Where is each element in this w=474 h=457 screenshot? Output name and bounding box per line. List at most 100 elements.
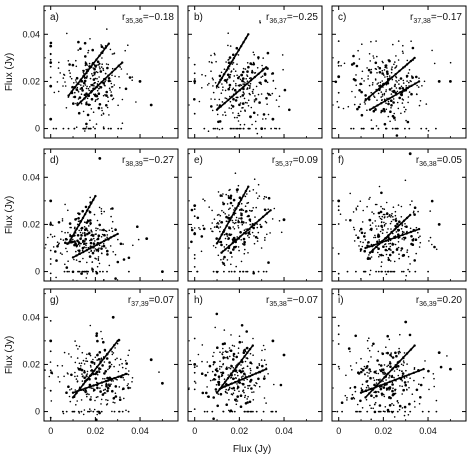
scatter-point bbox=[125, 367, 127, 370]
scatter-point bbox=[90, 410, 92, 412]
scatter-point bbox=[394, 61, 396, 63]
scatter-point bbox=[95, 370, 99, 374]
scatter-point bbox=[244, 402, 248, 405]
scatter-point bbox=[248, 400, 252, 404]
scatter-point bbox=[247, 234, 249, 237]
scatter-point bbox=[114, 347, 116, 349]
scatter-point bbox=[392, 98, 395, 100]
scatter-point bbox=[385, 346, 387, 349]
scatter-point bbox=[74, 234, 76, 237]
scatter-point bbox=[377, 247, 380, 250]
scatter-point bbox=[79, 231, 82, 234]
scatter-point bbox=[117, 370, 120, 373]
scatter-point bbox=[222, 211, 225, 214]
scatter-points bbox=[45, 157, 164, 281]
scatter-point bbox=[120, 68, 123, 70]
scatter-point bbox=[433, 245, 436, 249]
scatter-point bbox=[361, 43, 363, 45]
scatter-point bbox=[102, 228, 105, 232]
scatter-point bbox=[235, 216, 238, 219]
scatter-point bbox=[385, 89, 388, 91]
scatter-point-zero bbox=[236, 127, 239, 130]
scatter-point bbox=[257, 231, 260, 234]
scatter-point bbox=[214, 82, 217, 84]
scatter-point-zero bbox=[390, 270, 392, 273]
scatter-point-zero bbox=[255, 127, 257, 130]
scatter-point bbox=[263, 375, 266, 378]
scatter-point bbox=[101, 252, 103, 255]
scatter-point bbox=[393, 260, 396, 263]
fit-line bbox=[365, 228, 420, 249]
scatter-point bbox=[366, 367, 368, 370]
scatter-point bbox=[102, 94, 105, 97]
scatter-point bbox=[76, 357, 79, 359]
scatter-point bbox=[247, 105, 250, 107]
scatter-point bbox=[394, 67, 396, 69]
scatter-point bbox=[372, 109, 376, 113]
scatter-point bbox=[233, 222, 236, 225]
scatter-point bbox=[99, 387, 101, 389]
scatter-point bbox=[74, 226, 76, 229]
scatter-point bbox=[247, 387, 249, 390]
scatter-point bbox=[399, 351, 401, 354]
outlier-point bbox=[408, 152, 412, 156]
scatter-point bbox=[356, 205, 359, 207]
scatter-point-axis bbox=[193, 72, 196, 75]
scatter-point bbox=[100, 236, 103, 238]
scatter-point bbox=[246, 70, 249, 73]
scatter-point bbox=[406, 251, 408, 253]
scatter-point bbox=[419, 235, 421, 237]
scatter-point bbox=[218, 381, 220, 384]
scatter-point bbox=[410, 92, 413, 96]
correlation-label: r37,38=−0.17 bbox=[410, 12, 462, 25]
scatter-point bbox=[369, 196, 371, 199]
scatter-point bbox=[228, 409, 230, 412]
scatter-point bbox=[383, 74, 385, 76]
scatter-point bbox=[228, 86, 231, 89]
scatter-point bbox=[56, 81, 59, 83]
scatter-point bbox=[255, 192, 258, 194]
scatter-point-zero bbox=[94, 127, 96, 130]
scatter-point-zero bbox=[203, 410, 206, 413]
scatter-point bbox=[349, 350, 351, 353]
scatter-point bbox=[393, 85, 396, 87]
scatter-point bbox=[228, 83, 232, 87]
scatter-point bbox=[124, 359, 127, 362]
scatter-point bbox=[383, 109, 386, 113]
scatter-point bbox=[236, 400, 239, 402]
scatter-point bbox=[413, 213, 416, 216]
scatter-point bbox=[256, 237, 259, 240]
scatter-point bbox=[230, 107, 233, 110]
scatter-point bbox=[354, 78, 357, 82]
scatter-point bbox=[369, 273, 371, 276]
scatter-point bbox=[123, 379, 125, 381]
scatter-point bbox=[237, 96, 239, 99]
scatter-point bbox=[227, 237, 230, 240]
scatter-point bbox=[386, 212, 388, 214]
scatter-point bbox=[374, 234, 376, 237]
scatter-point bbox=[216, 367, 218, 370]
scatter-point bbox=[381, 394, 383, 397]
scatter-point bbox=[431, 49, 433, 52]
scatter-point bbox=[391, 356, 395, 359]
scatter-point bbox=[232, 112, 234, 114]
scatter-point bbox=[428, 388, 430, 391]
scatter-point-axis bbox=[49, 58, 52, 61]
scatter-point bbox=[395, 354, 398, 358]
scatter-point bbox=[59, 72, 61, 74]
scatter-point bbox=[213, 218, 216, 220]
scatter-point bbox=[127, 256, 131, 260]
scatter-point bbox=[218, 378, 220, 380]
scatter-point bbox=[418, 77, 420, 79]
scatter-point bbox=[385, 108, 388, 111]
scatter-point-axis bbox=[337, 365, 340, 368]
scatter-point bbox=[402, 360, 405, 362]
scatter-point bbox=[90, 396, 92, 398]
scatter-point-zero bbox=[355, 410, 357, 413]
scatter-point bbox=[368, 368, 371, 371]
scatter-point bbox=[395, 55, 397, 57]
scatter-point bbox=[372, 342, 375, 346]
scatter-point bbox=[85, 122, 88, 126]
scatter-point bbox=[383, 98, 386, 101]
scatter-point bbox=[234, 136, 236, 138]
